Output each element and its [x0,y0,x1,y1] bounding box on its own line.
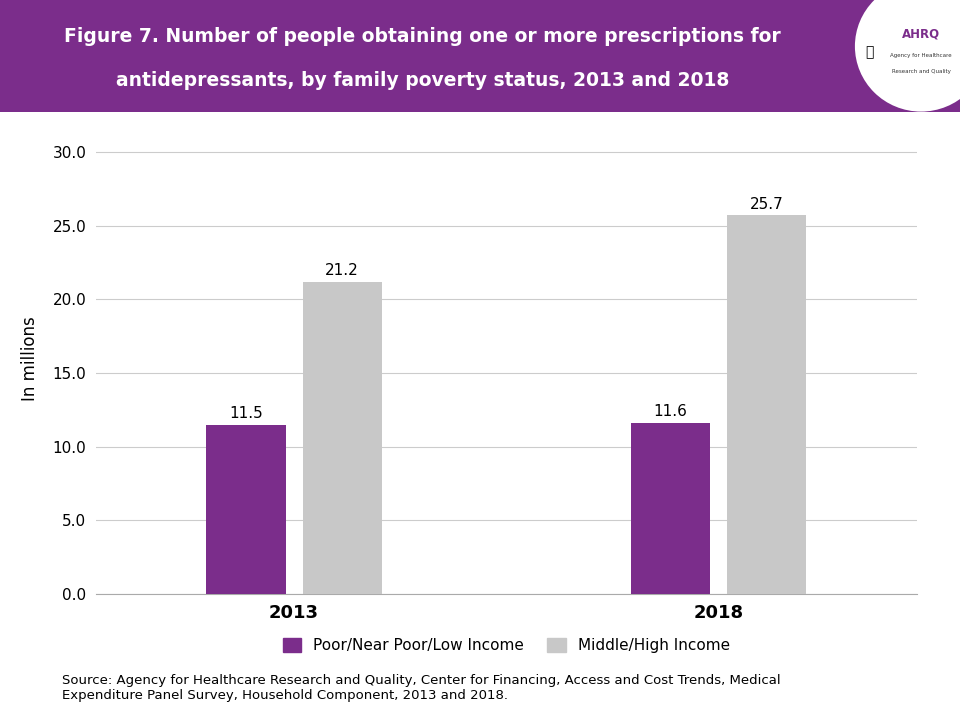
Text: antidepressants, by family poverty status, 2013 and 2018: antidepressants, by family poverty statu… [116,71,729,90]
Text: 🦅: 🦅 [865,45,874,59]
Text: Source: Agency for Healthcare Research and Quality, Center for Financing, Access: Source: Agency for Healthcare Research a… [62,674,781,702]
Text: Figure 7. Number of people obtaining one or more prescriptions for: Figure 7. Number of people obtaining one… [64,27,780,46]
Bar [727,215,806,594]
Text: 25.7: 25.7 [750,197,783,212]
Text: Agency for Healthcare: Agency for Healthcare [890,53,951,58]
Text: AHRQ: AHRQ [902,28,940,41]
Text: 11.5: 11.5 [229,406,263,420]
Legend: Poor/Near Poor/Low Income, Middle/High Income: Poor/Near Poor/Low Income, Middle/High I… [276,632,736,660]
Ellipse shape [855,0,960,112]
Y-axis label: In millions: In millions [20,316,38,400]
Bar [631,423,710,594]
Text: 21.2: 21.2 [325,263,359,278]
Bar [206,425,286,594]
Bar [302,282,382,594]
Text: Research and Quality: Research and Quality [892,68,950,73]
Text: 11.6: 11.6 [654,405,687,419]
FancyBboxPatch shape [0,0,960,112]
